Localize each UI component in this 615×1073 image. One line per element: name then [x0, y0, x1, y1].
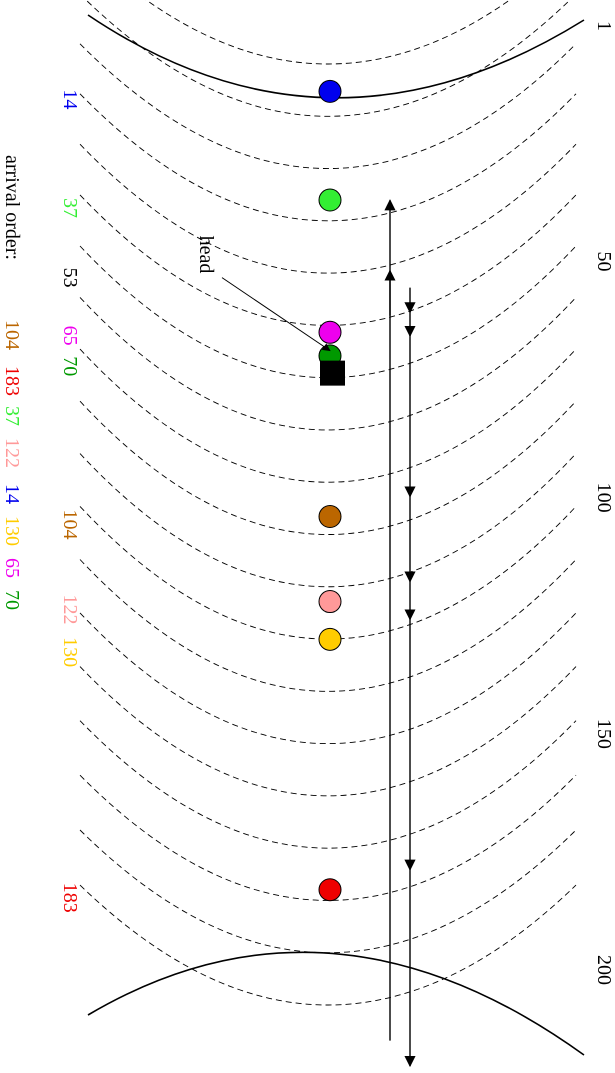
scale-tick-label: 200 [593, 955, 615, 985]
arrival-order-item: 70 [1, 590, 23, 610]
arrival-order-item: 14 [1, 484, 23, 504]
track-ring [79, 453, 577, 588]
arrival-order-list: arrival order: 104 183 37 122 14 130 65 70 [1, 155, 23, 610]
request-cylinder-label: 183 [59, 883, 81, 913]
platter-bottom-edge [87, 951, 585, 1056]
head-pointer-arrow [221, 277, 331, 352]
arrival-order-item: 130 [1, 516, 23, 546]
head-square [320, 360, 345, 386]
request-dot [318, 627, 342, 651]
track-ring [79, 559, 577, 692]
head-pointer-label: head [195, 236, 217, 274]
track-ring [79, 720, 577, 849]
head-sweep-path [384, 199, 416, 1068]
track-ring [79, 666, 577, 797]
request-cylinder-label: 70 [59, 356, 81, 376]
arrival-order-item: 65 [1, 558, 23, 578]
track-ring [79, 43, 577, 169]
request-cylinder-label: 65 [59, 326, 81, 346]
track-ring [79, 400, 577, 535]
request-cylinder-label: 104 [59, 510, 81, 540]
request-dot [318, 188, 342, 212]
track-ring [79, 194, 577, 326]
arrival-order-item: 37 [1, 406, 23, 426]
request-dot [318, 320, 342, 344]
arrival-order-item: 183 [1, 366, 23, 396]
track-ring [79, 612, 577, 745]
track-ring [79, 829, 577, 954]
scale-tick-label: 1 [593, 21, 615, 31]
scale-tick-label: 50 [593, 251, 615, 271]
track-ring [79, 245, 577, 379]
scale-tick-label: 100 [593, 483, 615, 513]
request-cylinder-label: 130 [59, 637, 81, 667]
head-marker-group: head [195, 236, 345, 386]
head-cylinder-label: 53 [59, 268, 81, 288]
request-labels: 53 14 37 65 70 104 122 130 183 [59, 89, 81, 912]
track-ring [79, 884, 577, 1006]
request-cylinder-label: 37 [59, 198, 81, 218]
track-ring [145, 0, 511, 65]
track-ring [79, 143, 577, 274]
track-ring [79, 348, 577, 483]
arrival-order-item: 104 [1, 320, 23, 350]
track-ring [85, 0, 571, 117]
request-cylinder-label: 14 [59, 89, 81, 109]
request-markers [318, 79, 342, 902]
request-dot [318, 878, 342, 902]
track-rings [79, 0, 577, 1006]
scale-tick-label: 150 [593, 719, 615, 749]
arrival-order-item: 122 [1, 438, 23, 468]
request-dot [318, 505, 342, 529]
track-ring [79, 297, 577, 431]
arrival-order-title: arrival order: [1, 155, 23, 260]
track-ring [79, 93, 577, 222]
request-dot [318, 590, 342, 614]
request-cylinder-label: 122 [59, 595, 81, 625]
track-ring [79, 506, 577, 640]
request-dot [318, 79, 342, 103]
